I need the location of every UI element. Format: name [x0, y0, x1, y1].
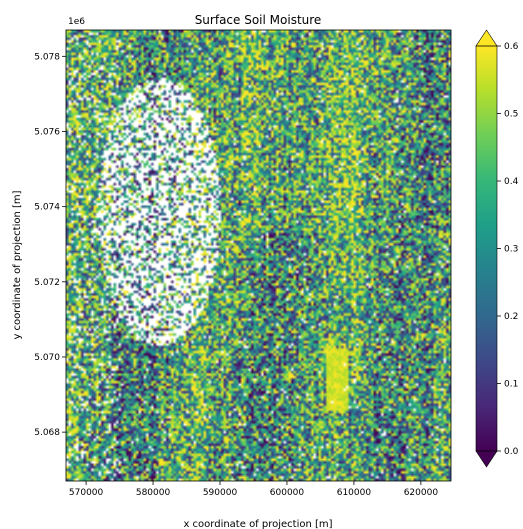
x-axis-label: x coordinate of projection [m]	[183, 519, 332, 529]
colorbar-tick-label: 0.2	[504, 312, 518, 322]
colorbar-tick-label: 0.4	[504, 177, 519, 187]
x-tick-label: 580000	[136, 488, 171, 498]
colorbar-extend-min	[475, 450, 498, 468]
x-axis-ticks: 570000 580000 590000 600000 610000 620000	[69, 481, 438, 498]
y-tick-label: 5.068	[34, 428, 60, 438]
moisture-raster-image	[66, 30, 451, 481]
y-tick-label: 5.076	[34, 127, 60, 137]
x-tick-label: 600000	[270, 488, 305, 498]
x-tick-label: 620000	[404, 488, 439, 498]
x-tick-label: 590000	[203, 488, 238, 498]
y-tick-label: 5.072	[34, 278, 60, 288]
plot-frame	[65, 29, 452, 482]
chart-title: Surface Soil Moisture	[195, 13, 322, 27]
colorbar-tick-label: 0.6	[504, 42, 519, 52]
y-axis-ticks: 5.068 5.070 5.072 5.074 5.076 5.078	[34, 52, 66, 438]
colorbar-gradient	[476, 46, 497, 451]
colorbar-tick-label: 0.5	[504, 110, 518, 120]
y-axis-label: y coordinate of projection [m]	[12, 190, 23, 339]
colorbar: 0.0 0.1 0.2 0.3 0.4 0.5 0.6	[475, 29, 519, 468]
colorbar-tick-label: 0.0	[504, 447, 519, 457]
y-tick-label: 5.074	[34, 203, 60, 213]
colorbar-tick-label: 0.1	[504, 380, 518, 390]
colorbar-tick-label: 0.3	[504, 245, 518, 255]
x-tick-label: 610000	[337, 488, 372, 498]
moisture-raster	[66, 30, 451, 481]
y-offset-label: 1e6	[68, 17, 85, 27]
y-tick-label: 5.070	[34, 353, 60, 363]
y-tick-label: 5.078	[34, 52, 60, 62]
x-tick-label: 570000	[69, 488, 104, 498]
colorbar-extend-max	[475, 29, 498, 47]
